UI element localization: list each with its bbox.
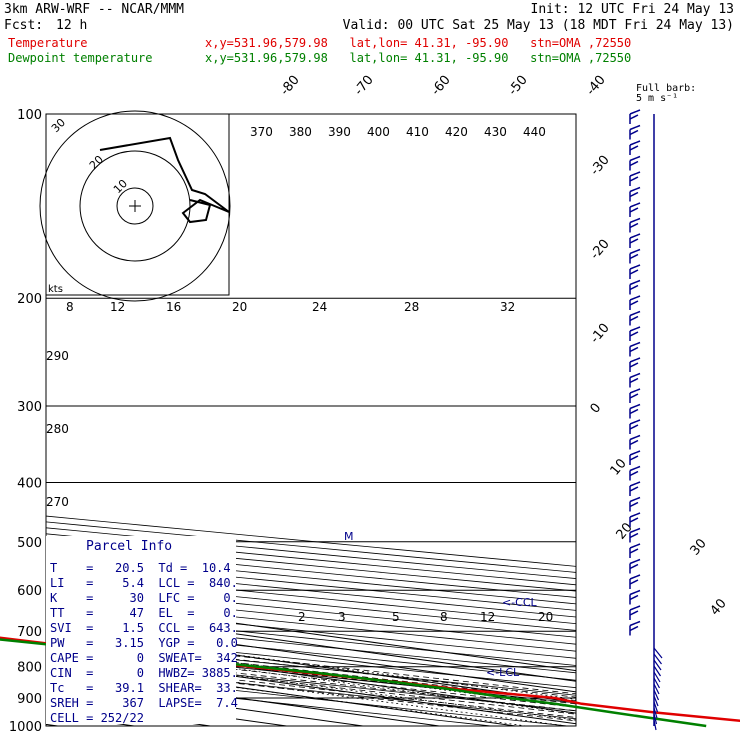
parcel-info-row: TT = 47 EL = 0.	[50, 606, 238, 620]
isotherm-label: 10	[608, 456, 630, 478]
theta-label: 380	[289, 125, 312, 139]
mixing-ratio-label: 32	[500, 300, 515, 314]
barb-note: Full barb: 5 m s⁻¹	[636, 83, 697, 104]
parcel-info-title: Parcel Info	[86, 539, 173, 554]
forecast-hours: 12 h	[56, 18, 88, 33]
hodograph-kts-label: kts	[48, 284, 63, 295]
parcel-info-row: SREH = 367 LAPSE= 7.4	[50, 696, 238, 710]
dry-adiabat	[46, 654, 576, 712]
isotherm-label: -30	[588, 153, 613, 179]
mixing-ratio-label: 5	[392, 610, 400, 624]
mixing-ratio-label: 28	[404, 300, 419, 314]
theta-label: 430	[484, 125, 507, 139]
mixing-ratio-label: 8	[66, 300, 74, 314]
pressure-tick-label: 1000	[9, 720, 42, 735]
dry-adiabat	[46, 661, 576, 720]
pressure-tick-label: 500	[17, 536, 42, 551]
mixing-ratio-label: 3	[338, 610, 346, 624]
annotation-m: M	[344, 530, 354, 543]
parcel-info-row: LI = 5.4 LCL = 840.	[50, 576, 238, 590]
mixing-ratio-line	[46, 643, 576, 714]
parcel-info-row: CAPE = 0 SWEAT= 342	[50, 651, 238, 665]
temperature-legend: Temperature	[8, 36, 88, 50]
theta-label: 290	[46, 349, 69, 363]
hodograph: 10 20 30 kts	[39, 110, 231, 302]
dewpoint-legend: Dewpoint temperature	[8, 51, 153, 65]
theta-label: 420	[445, 125, 468, 139]
theta-label: 370	[250, 125, 273, 139]
isotherm-label: 30	[688, 536, 710, 558]
theta-label: 440	[523, 125, 546, 139]
temperature-location: x,y=531.96,579.98 lat,lon= 41.31, -95.90…	[205, 36, 632, 50]
dry-adiabat	[46, 545, 576, 598]
init-time: Init: 12 UTC Fri 24 May 13	[530, 2, 735, 17]
isotherm-label: -60	[429, 73, 454, 99]
annotation-ccl: <-CCL	[502, 596, 538, 609]
theta-label: 280	[46, 422, 69, 436]
pressure-tick-label: 200	[17, 292, 42, 307]
mixing-ratio-label: 16	[166, 300, 181, 314]
wind-barbs	[629, 109, 663, 731]
annotation-lcl: <-LCL	[486, 666, 520, 679]
dewpoint-line	[0, 638, 707, 728]
isotherm-label: -70	[352, 73, 377, 99]
model-title: 3km ARW-WRF -- NCAR/MMM	[4, 2, 185, 17]
theta-label: 390	[328, 125, 351, 139]
isotherm-label: 40	[708, 596, 730, 618]
pressure-tick-label: 100	[17, 108, 42, 123]
pressure-tick-label: 600	[17, 584, 42, 599]
isotherm-label: 0	[588, 401, 605, 417]
mixing-ratio-label: 2	[298, 610, 306, 624]
mixing-ratio-label: 12	[480, 610, 495, 624]
parcel-info-row: PW = 3.15 YGP = 0.0	[50, 636, 238, 650]
mixing-ratio-line	[46, 649, 576, 721]
dry-adiabat	[46, 558, 576, 611]
parcel-info-row: SVI = 1.5 CCL = 643.	[50, 621, 238, 635]
parcel-info-row: Tc = 39.1 SHEAR= 33.	[50, 681, 238, 695]
theta-label: 400	[367, 125, 390, 139]
theta-label: 270	[46, 495, 69, 509]
pressure-tick-label: 900	[17, 692, 42, 707]
dewpoint-location: x,y=531.96,579.98 lat,lon= 41.31, -95.90…	[205, 51, 632, 65]
dry-adiabat	[46, 539, 576, 592]
isotherm-label: -10	[588, 321, 613, 347]
theta-label: 410	[406, 125, 429, 139]
isotherm-label: -50	[506, 73, 531, 99]
isotherm-label: -40	[584, 73, 609, 99]
forecast-label: Fcst:	[4, 18, 44, 33]
pressure-tick-label: 300	[17, 400, 42, 415]
dry-adiabat	[46, 533, 576, 586]
dry-adiabat	[46, 669, 572, 726]
mixing-ratio-label: 12	[110, 300, 125, 314]
pressure-tick-label: 700	[17, 625, 42, 640]
parcel-info-box: Parcel Info T = 20.5 Td = 10.4 LI = 5.4 L…	[46, 536, 238, 725]
parcel-info-row: CIN = 0 HWBZ= 3885.	[50, 666, 238, 680]
pressure-tick-label: 800	[17, 661, 42, 676]
mixing-ratio-label: 24	[312, 300, 327, 314]
isotherm	[46, 596, 576, 672]
valid-time: Valid: 00 UTC Sat 25 May 13 (18 MDT Fri …	[342, 18, 734, 33]
parcel-info-row: K = 30 LFC = 0.	[50, 591, 238, 605]
isotherm-label: -20	[588, 237, 613, 263]
parcel-info-row: T = 20.5 Td = 10.4	[50, 561, 231, 575]
pressure-tick-label: 400	[17, 476, 42, 491]
parcel-info-row: CELL = 252/22	[50, 711, 144, 725]
mixing-ratio-label: 20	[232, 300, 247, 314]
isotherm-label: -80	[278, 73, 303, 99]
dry-adiabat	[46, 551, 576, 605]
mixing-ratio-label: 20	[538, 610, 553, 624]
mixing-ratio-label: 8	[440, 610, 448, 624]
